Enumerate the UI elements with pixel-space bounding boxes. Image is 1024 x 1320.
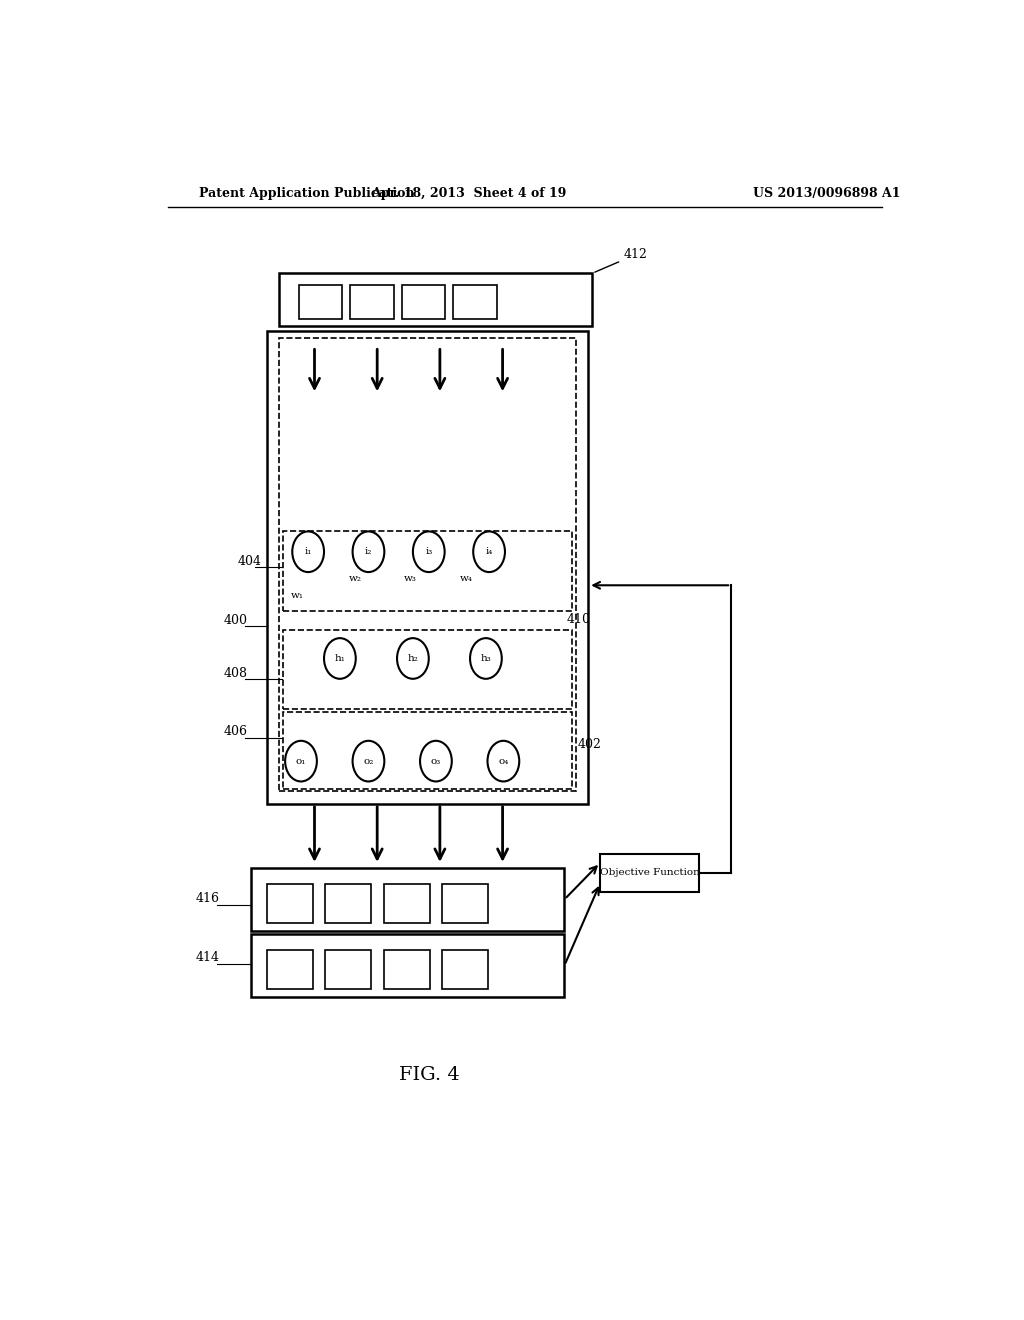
Text: w₄: w₄ bbox=[460, 574, 473, 582]
FancyBboxPatch shape bbox=[279, 338, 577, 791]
FancyBboxPatch shape bbox=[283, 713, 572, 788]
FancyBboxPatch shape bbox=[283, 532, 572, 611]
Circle shape bbox=[487, 741, 519, 781]
Text: 412: 412 bbox=[595, 248, 648, 272]
Circle shape bbox=[420, 741, 452, 781]
Text: Apr. 18, 2013  Sheet 4 of 19: Apr. 18, 2013 Sheet 4 of 19 bbox=[372, 187, 567, 201]
FancyBboxPatch shape bbox=[442, 950, 488, 989]
Text: i₂: i₂ bbox=[365, 548, 372, 556]
FancyBboxPatch shape bbox=[454, 285, 497, 319]
Text: h₁: h₁ bbox=[335, 653, 345, 663]
Text: i₁: i₁ bbox=[304, 548, 312, 556]
Text: 402: 402 bbox=[578, 738, 602, 751]
Text: h₂: h₂ bbox=[408, 653, 419, 663]
Text: 406: 406 bbox=[223, 725, 247, 738]
Circle shape bbox=[292, 532, 324, 572]
FancyBboxPatch shape bbox=[384, 950, 430, 989]
FancyBboxPatch shape bbox=[279, 273, 592, 326]
Text: Objective Function: Objective Function bbox=[600, 869, 699, 878]
FancyBboxPatch shape bbox=[267, 331, 588, 804]
Text: US 2013/0096898 A1: US 2013/0096898 A1 bbox=[753, 187, 900, 201]
Text: Patent Application Publication: Patent Application Publication bbox=[200, 187, 415, 201]
Text: 404: 404 bbox=[238, 554, 261, 568]
Text: 400: 400 bbox=[223, 614, 247, 627]
Text: o₂: o₂ bbox=[364, 756, 374, 766]
FancyBboxPatch shape bbox=[267, 950, 313, 989]
Text: o₃: o₃ bbox=[431, 756, 441, 766]
Circle shape bbox=[397, 638, 429, 678]
FancyBboxPatch shape bbox=[600, 854, 699, 892]
Circle shape bbox=[352, 532, 384, 572]
Text: 416: 416 bbox=[196, 892, 219, 906]
Text: i₄: i₄ bbox=[485, 548, 493, 556]
Circle shape bbox=[473, 532, 505, 572]
FancyBboxPatch shape bbox=[325, 884, 371, 923]
Text: w₁: w₁ bbox=[291, 591, 304, 601]
Text: o₁: o₁ bbox=[296, 756, 306, 766]
Text: 408: 408 bbox=[223, 667, 247, 680]
Circle shape bbox=[352, 741, 384, 781]
Text: w₃: w₃ bbox=[404, 574, 417, 582]
Text: h₃: h₃ bbox=[480, 653, 492, 663]
Text: i₃: i₃ bbox=[425, 548, 432, 556]
FancyBboxPatch shape bbox=[299, 285, 342, 319]
Text: o₄: o₄ bbox=[499, 756, 509, 766]
FancyBboxPatch shape bbox=[325, 950, 371, 989]
FancyBboxPatch shape bbox=[401, 285, 445, 319]
Circle shape bbox=[413, 532, 444, 572]
FancyBboxPatch shape bbox=[350, 285, 394, 319]
Text: w₂: w₂ bbox=[348, 574, 361, 582]
Text: 410: 410 bbox=[567, 612, 591, 626]
FancyBboxPatch shape bbox=[442, 884, 488, 923]
FancyBboxPatch shape bbox=[384, 884, 430, 923]
Circle shape bbox=[324, 638, 355, 678]
FancyBboxPatch shape bbox=[267, 884, 313, 923]
Text: FIG. 4: FIG. 4 bbox=[399, 1067, 460, 1084]
Text: 414: 414 bbox=[196, 952, 219, 965]
Circle shape bbox=[285, 741, 316, 781]
FancyBboxPatch shape bbox=[251, 935, 564, 997]
FancyBboxPatch shape bbox=[283, 630, 572, 709]
FancyBboxPatch shape bbox=[251, 867, 564, 931]
Circle shape bbox=[470, 638, 502, 678]
